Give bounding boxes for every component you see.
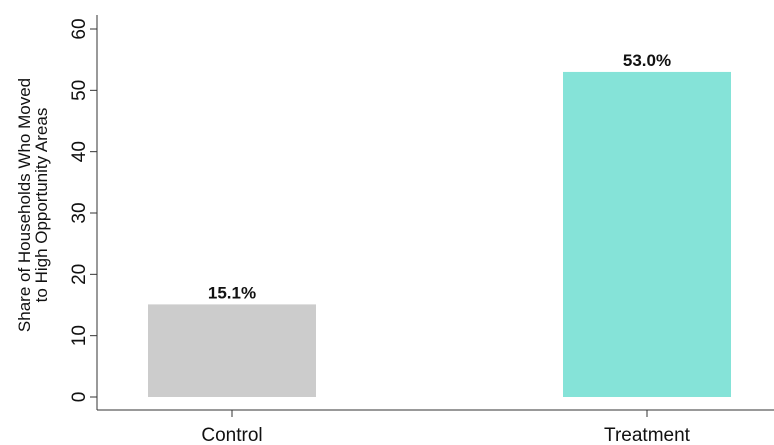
x-category-label-treatment: Treatment xyxy=(604,425,691,445)
y-tick-label: 30 xyxy=(69,202,90,223)
y-axis-title: Share of Households Who Moved to High Op… xyxy=(15,78,51,332)
bars: 15.1% 53.0% xyxy=(148,51,731,397)
y-axis-title-line-1: Share of Households Who Moved xyxy=(15,78,34,332)
data-label-treatment: 53.0% xyxy=(623,51,671,70)
y-tick-label: 40 xyxy=(69,141,90,162)
y-axis-ticks: 0 10 20 30 40 50 60 xyxy=(69,18,97,402)
y-tick-label: 10 xyxy=(69,325,90,346)
y-tick-label: 50 xyxy=(69,80,90,101)
bar-control xyxy=(148,304,316,397)
y-tick-label: 0 xyxy=(69,392,90,403)
y-tick-label: 20 xyxy=(69,264,90,285)
x-category-label-control: Control xyxy=(201,425,262,445)
y-tick-label: 60 xyxy=(69,18,90,39)
data-label-control: 15.1% xyxy=(208,283,256,302)
x-axis-labels: Control Treatment xyxy=(201,410,691,445)
y-axis-title-line-2: to High Opportunity Areas xyxy=(32,108,51,303)
bar-treatment xyxy=(563,71,731,397)
